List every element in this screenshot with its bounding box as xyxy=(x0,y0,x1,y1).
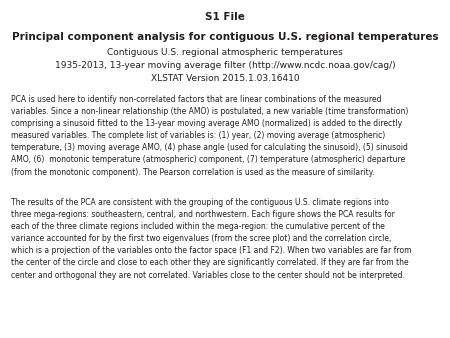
Text: PCA is used here to identify non-correlated factors that are linear combinations: PCA is used here to identify non-correla… xyxy=(11,95,409,176)
Text: S1 File: S1 File xyxy=(205,12,245,22)
Text: 1935-2013, 13-year moving average filter (http://www.ncdc.noaa.gov/cag/): 1935-2013, 13-year moving average filter… xyxy=(55,61,395,70)
Text: XLSTAT Version 2015.1.03.16410: XLSTAT Version 2015.1.03.16410 xyxy=(151,74,299,83)
Text: Principal component analysis for contiguous U.S. regional temperatures: Principal component analysis for contigu… xyxy=(12,32,438,42)
Text: The results of the PCA are consistent with the grouping of the contiguous U.S. c: The results of the PCA are consistent wi… xyxy=(11,198,412,280)
Text: Contiguous U.S. regional atmospheric temperatures: Contiguous U.S. regional atmospheric tem… xyxy=(107,48,343,57)
